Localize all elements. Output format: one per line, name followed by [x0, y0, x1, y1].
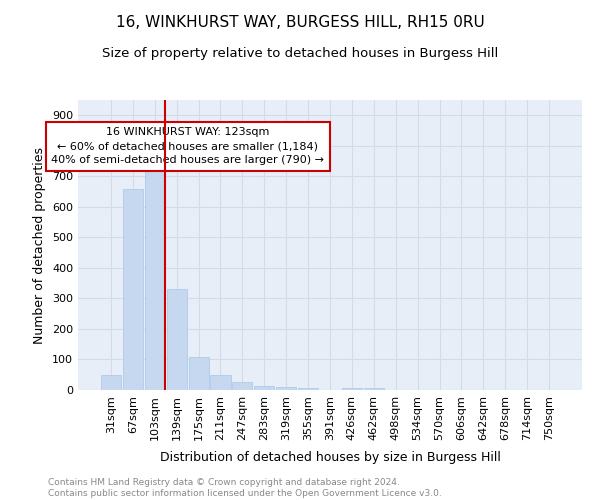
Bar [276, 387, 296, 390]
Text: 16 WINKHURST WAY: 123sqm
← 60% of detached houses are smaller (1,184)
40% of sem: 16 WINKHURST WAY: 123sqm ← 60% of detach… [51, 128, 324, 166]
Bar [211, 374, 230, 390]
Bar [298, 388, 318, 390]
Text: 16, WINKHURST WAY, BURGESS HILL, RH15 0RU: 16, WINKHURST WAY, BURGESS HILL, RH15 0R… [116, 15, 484, 30]
Bar [342, 388, 362, 390]
Bar [167, 290, 187, 390]
Y-axis label: Number of detached properties: Number of detached properties [34, 146, 46, 344]
Bar [188, 358, 209, 390]
Text: Contains HM Land Registry data © Crown copyright and database right 2024.
Contai: Contains HM Land Registry data © Crown c… [48, 478, 442, 498]
Bar [254, 386, 274, 390]
X-axis label: Distribution of detached houses by size in Burgess Hill: Distribution of detached houses by size … [160, 451, 500, 464]
Bar [101, 374, 121, 390]
Bar [123, 188, 143, 390]
Bar [364, 388, 384, 390]
Bar [145, 161, 165, 390]
Bar [232, 382, 253, 390]
Text: Size of property relative to detached houses in Burgess Hill: Size of property relative to detached ho… [102, 48, 498, 60]
